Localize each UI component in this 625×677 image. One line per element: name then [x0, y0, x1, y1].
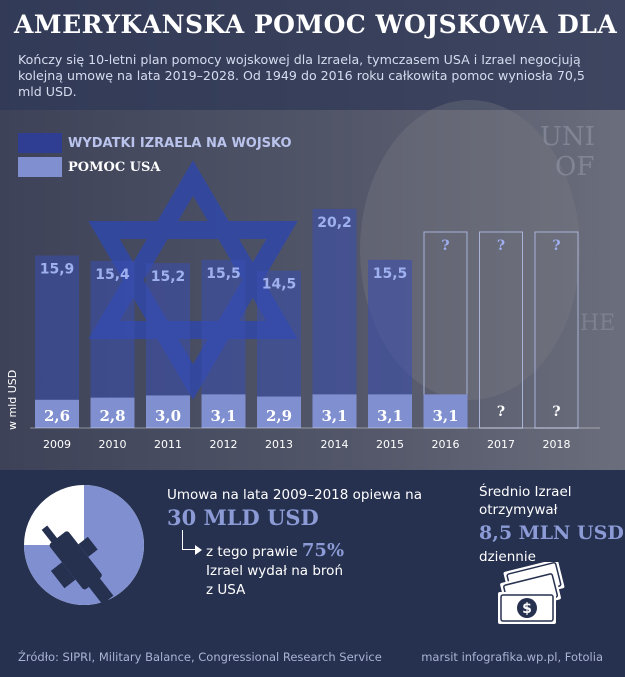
deal-amount: 30 MLD USD [167, 505, 319, 530]
source-note: Źródło: SIPRI, Military Balance, Congres… [18, 650, 382, 664]
credit-note: marsit infografika.wp.pl, Fotolia [421, 650, 603, 664]
svg-text:UNI: UNI [540, 122, 595, 152]
label-spending-2015: 15,5 [373, 266, 408, 282]
label-spending-2018: ? [552, 238, 560, 254]
deal-prefix: z tego prawie [206, 544, 298, 560]
label-aid-2017: ? [497, 404, 505, 420]
x-tick-2010: 2010 [99, 438, 127, 451]
svg-text:HE: HE [580, 311, 615, 336]
bar-spending-empty-2017 [479, 231, 523, 429]
label-spending-2010: 15,4 [95, 267, 130, 283]
bar-spending-empty-2018 [534, 231, 579, 429]
bar-aid-2016 [423, 394, 468, 428]
label-aid-2009: 2,6 [44, 407, 70, 425]
page-title: AMERYKANSKA POMOC WOJSKOWA DLA IZRAELA [14, 10, 625, 39]
bar-aid-2009 [35, 399, 79, 428]
label-spending-2012: 15,5 [206, 266, 241, 282]
average-text-line1: Średnio Izrael [479, 484, 572, 500]
deal-arrow-head [195, 545, 202, 555]
x-tick-2017: 2017 [487, 438, 515, 451]
label-aid-2012: 3,1 [210, 407, 236, 425]
bar-aid-2014 [312, 394, 357, 428]
label-spending-2016: ? [441, 238, 449, 254]
legend-label-spending: WYDATKI IZRAELA NA WOJSKO [68, 135, 292, 151]
label-aid-2011: 3,0 [155, 407, 181, 425]
label-aid-2010: 2,8 [99, 407, 125, 425]
average-text-line2: otrzymywał [479, 502, 558, 518]
deal-text-line4: z USA [206, 582, 246, 598]
legend-swatch-spending [18, 133, 62, 153]
label-aid-2018: ? [552, 404, 560, 420]
rifle-pie-graphic [24, 485, 144, 605]
label-aid-2014: 3,1 [321, 407, 347, 425]
label-aid-2013: 2,9 [266, 407, 292, 425]
x-tick-2009: 2009 [43, 438, 71, 451]
bar-aid-2013 [257, 396, 301, 428]
legend-item-spending: WYDATKI IZRAELA NA WOJSKO [18, 133, 292, 153]
legend-item-aid: POMOC USA [18, 157, 161, 177]
x-tick-2011: 2011 [154, 438, 182, 451]
bar-spending-2009 [35, 255, 79, 428]
bar-aid-2015 [368, 394, 412, 428]
deal-text-line1: Umowa na lata 2009–2018 opiewa na [167, 487, 422, 503]
x-tick-2015: 2015 [376, 438, 404, 451]
label-spending-2017: ? [497, 238, 505, 254]
average-amount: 8,5 MLN USD [479, 522, 624, 544]
deal-percent: 75% [301, 540, 345, 561]
bar-aid-2012 [201, 394, 246, 428]
bar-spending-2014 [312, 208, 357, 428]
average-text-line3: dziennie [479, 549, 536, 565]
svg-text:$: $ [522, 601, 532, 617]
deal-text-line3: Izrael wydał na broń [206, 563, 343, 579]
page-subtitle: Kończy się 10-letni plan pomocy wojskowe… [18, 52, 585, 99]
x-tick-2014: 2014 [321, 438, 349, 451]
deal-text-line2: z tego prawie 75% [206, 540, 344, 561]
svg-text:OF: OF [555, 152, 594, 182]
label-spending-2013: 14,5 [262, 277, 297, 293]
x-tick-2013: 2013 [265, 438, 293, 451]
legend-label-aid: POMOC USA [68, 159, 161, 175]
bar-aid-2011 [146, 395, 190, 428]
x-tick-2012: 2012 [210, 438, 238, 451]
label-aid-2015: 3,1 [377, 407, 403, 425]
bar-aid-2010 [90, 397, 135, 428]
label-aid-2016: 3,1 [432, 407, 458, 425]
rifle-icon [41, 525, 114, 605]
bar-chart: 15,9 2,6 2009 15,4 2,8 2010 15,2 3,0 2011 15,5 3,1… [30, 208, 600, 451]
label-spending-2011: 15,2 [151, 269, 186, 285]
x-tick-2018: 2018 [543, 438, 571, 451]
label-spending-2014: 20,2 [317, 215, 352, 231]
legend-swatch-aid [18, 157, 62, 177]
x-tick-2016: 2016 [432, 438, 460, 451]
label-spending-2009: 15,9 [40, 261, 75, 277]
money-stack-icon: $ [498, 562, 565, 624]
y-axis-label: w mld USD [6, 369, 19, 430]
deal-arrow [182, 530, 196, 550]
